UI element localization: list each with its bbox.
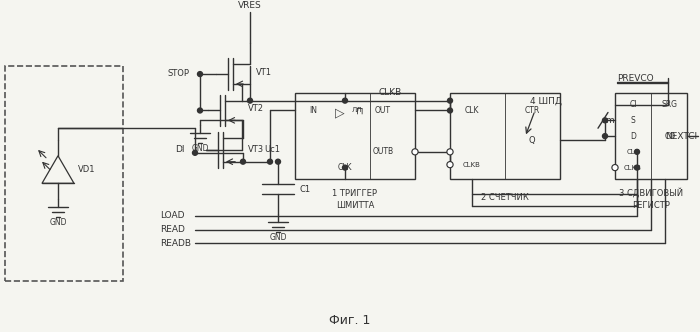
Circle shape bbox=[447, 108, 452, 113]
Text: VT1: VT1 bbox=[256, 68, 272, 77]
Circle shape bbox=[413, 150, 416, 154]
Circle shape bbox=[276, 159, 281, 164]
Text: OUTB: OUTB bbox=[372, 147, 393, 156]
Text: VD1: VD1 bbox=[78, 165, 95, 174]
Circle shape bbox=[197, 108, 202, 113]
Text: CTR: CTR bbox=[524, 106, 540, 115]
Bar bbox=[5, 66, 123, 281]
Circle shape bbox=[603, 118, 608, 123]
Text: DI: DI bbox=[175, 145, 185, 154]
Text: READB: READB bbox=[160, 239, 191, 248]
Text: D: D bbox=[630, 131, 636, 140]
Text: VT2: VT2 bbox=[248, 104, 264, 113]
Text: Q: Q bbox=[528, 135, 536, 144]
Circle shape bbox=[447, 98, 452, 103]
Circle shape bbox=[447, 162, 453, 168]
Text: C1: C1 bbox=[300, 185, 311, 194]
Text: CLK: CLK bbox=[626, 149, 640, 155]
Text: Uc1: Uc1 bbox=[264, 145, 280, 154]
Text: ШМИТТА: ШМИТТА bbox=[336, 201, 375, 209]
Circle shape bbox=[603, 133, 608, 138]
Text: ▷: ▷ bbox=[335, 106, 345, 119]
Circle shape bbox=[448, 150, 452, 154]
Text: LOAD: LOAD bbox=[160, 211, 185, 220]
Text: GND: GND bbox=[49, 218, 66, 227]
Text: IN: IN bbox=[309, 106, 317, 115]
Text: CO: CO bbox=[664, 131, 676, 140]
Text: VT3: VT3 bbox=[248, 145, 264, 154]
Text: S: S bbox=[631, 116, 636, 125]
Text: GND: GND bbox=[270, 233, 287, 242]
Text: VRES: VRES bbox=[238, 1, 262, 10]
Circle shape bbox=[193, 150, 197, 155]
Text: GND: GND bbox=[191, 144, 209, 153]
Circle shape bbox=[634, 149, 640, 154]
Circle shape bbox=[342, 165, 347, 170]
Text: CLK: CLK bbox=[465, 106, 480, 115]
Circle shape bbox=[267, 159, 272, 164]
Text: 4 ШПД: 4 ШПД bbox=[530, 96, 562, 105]
Text: NEXTCI: NEXTCI bbox=[665, 131, 697, 140]
Circle shape bbox=[197, 72, 202, 76]
Bar bbox=[295, 93, 415, 179]
Text: CLKB: CLKB bbox=[379, 88, 402, 97]
Text: РЕГИСТР: РЕГИСТР bbox=[632, 201, 670, 209]
Circle shape bbox=[342, 98, 347, 103]
Circle shape bbox=[241, 159, 246, 164]
Circle shape bbox=[447, 149, 453, 155]
Text: CLKB: CLKB bbox=[463, 162, 481, 168]
Text: OUT: OUT bbox=[375, 106, 391, 115]
Text: m: m bbox=[605, 116, 614, 125]
Text: SRG: SRG bbox=[662, 100, 678, 109]
Text: ⊓: ⊓ bbox=[356, 106, 364, 116]
Circle shape bbox=[634, 165, 640, 170]
Bar bbox=[615, 93, 687, 179]
Text: 2 СЧЕТЧИК: 2 СЧЕТЧИК bbox=[481, 193, 529, 202]
Circle shape bbox=[412, 149, 418, 155]
Text: Фиг. 1: Фиг. 1 bbox=[329, 314, 371, 327]
Text: CLKB: CLKB bbox=[624, 165, 642, 171]
Circle shape bbox=[448, 163, 452, 166]
Text: 1 ТРИГГЕР: 1 ТРИГГЕР bbox=[332, 189, 377, 198]
Text: CI: CI bbox=[629, 100, 637, 109]
Text: STOP: STOP bbox=[168, 69, 190, 78]
Bar bbox=[450, 93, 560, 179]
Circle shape bbox=[248, 98, 253, 103]
Text: PREVCO: PREVCO bbox=[617, 73, 654, 83]
Text: ЛЛ: ЛЛ bbox=[351, 108, 363, 114]
Text: CLK: CLK bbox=[337, 163, 352, 172]
Text: 3 СДВИГОВЫЙ: 3 СДВИГОВЫЙ bbox=[619, 188, 683, 198]
Circle shape bbox=[612, 165, 618, 171]
Circle shape bbox=[613, 166, 617, 169]
Text: READ: READ bbox=[160, 225, 185, 234]
